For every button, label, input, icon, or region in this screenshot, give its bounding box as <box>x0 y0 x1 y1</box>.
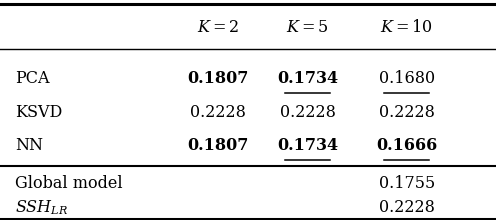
Text: 0.2228: 0.2228 <box>280 104 335 121</box>
Text: 0.2228: 0.2228 <box>379 104 434 121</box>
Text: $K = 2$: $K = 2$ <box>197 19 240 36</box>
Text: $K = 5$: $K = 5$ <box>286 19 329 36</box>
Text: NN: NN <box>15 137 43 154</box>
Text: 0.1680: 0.1680 <box>378 70 435 87</box>
Text: 0.1755: 0.1755 <box>378 175 435 192</box>
Text: 0.1734: 0.1734 <box>277 70 338 87</box>
Text: Global model: Global model <box>15 175 123 192</box>
Text: 0.1666: 0.1666 <box>376 137 437 154</box>
Text: KSVD: KSVD <box>15 104 62 121</box>
Text: $K = 10$: $K = 10$ <box>380 19 433 36</box>
Text: 0.2228: 0.2228 <box>379 199 434 216</box>
Text: $\mathit{SSH}_{LR}$: $\mathit{SSH}_{LR}$ <box>15 198 68 217</box>
Text: PCA: PCA <box>15 70 50 87</box>
Text: 0.1734: 0.1734 <box>277 137 338 154</box>
Text: 0.2228: 0.2228 <box>190 104 246 121</box>
Text: 0.1807: 0.1807 <box>187 137 249 154</box>
Text: 0.1807: 0.1807 <box>187 70 249 87</box>
